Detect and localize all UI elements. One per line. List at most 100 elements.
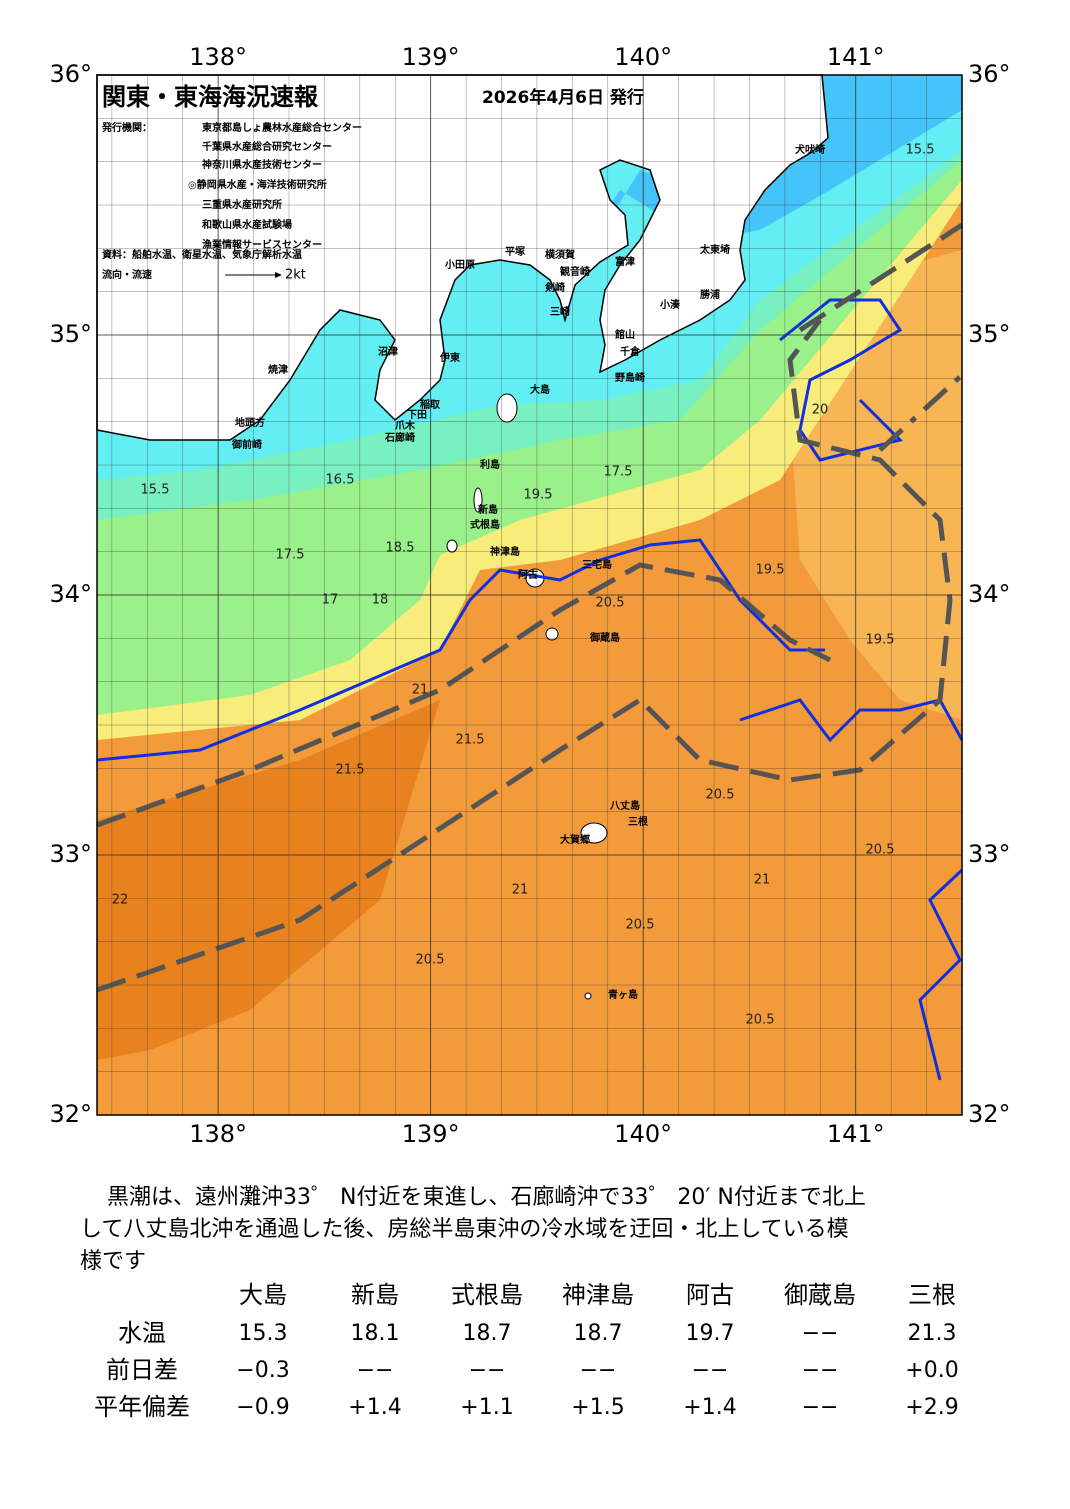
agency-label: 発行機関： [101,121,152,134]
header: 関東・東海海況速報 2026年4月6日 発行 発行機関： 東京都島しょ農林水産総… [101,83,644,283]
place-label: 富津 [615,255,635,268]
island [473,487,483,513]
place-label: 剣崎 [544,281,565,294]
agency: 東京都島しょ農林水産総合センター [202,121,362,134]
cell: −0.3 [236,1358,289,1383]
lon-tick-label: 138° [189,43,247,71]
contour-label: 20.5 [626,918,655,933]
cell: −− [469,1358,506,1383]
contour-label: 20.5 [706,788,735,803]
place-label: 沼津 [378,345,398,358]
place-label: 御前崎 [231,438,262,451]
island [545,627,559,641]
description-line: 黒潮は、遠州灘沖33゜ N付近を東進し、石廊崎沖で33゜ 20′ N付近まで北上 [85,1185,866,1210]
cell: −− [802,1321,839,1346]
lon-tick-label: 140° [614,43,672,71]
kuroshio-path [798,222,964,333]
place-label: 爪木 [395,419,416,432]
contour-label: 21.5 [456,733,485,748]
island [580,822,608,844]
row-label: 水温 [118,1319,166,1347]
cell: +2.9 [905,1395,958,1420]
lat-tick-label: 36° [49,60,92,88]
agency: ◎静岡県水産・海洋技術研究所 [188,178,327,191]
kuroshio-path [878,373,964,452]
place-label: 新島 [478,503,498,516]
column-header: 神津島 [562,1281,634,1309]
contour-label: 22 [112,893,129,908]
place-label: 館山 [614,328,635,341]
legend-arrow-head [275,272,282,278]
contour-label: 20.5 [866,843,895,858]
column-header: 三根 [908,1281,956,1309]
date: 2026年4月6日 発行 [482,87,644,108]
contour-label: 21 [512,883,529,898]
cell: 21.3 [908,1321,957,1346]
contour-label: 19.5 [524,488,553,503]
row-label: 前日差 [106,1356,178,1384]
place-label: 青ヶ島 [608,988,638,1001]
contour-label: 18 [372,593,389,608]
column-header: 阿古 [686,1281,734,1309]
contour-label: 20.5 [746,1013,775,1028]
kuroshio-path [96,318,953,993]
contour-label: 15.5 [141,483,170,498]
cell: +1.5 [571,1395,624,1420]
contour-label: 15.5 [906,143,935,158]
lon-tick-label: 138° [189,1120,247,1148]
lat-tick-label: 35° [49,320,92,348]
place-label: 千倉 [620,345,641,358]
island [584,992,592,1000]
place-label: 横須賀 [545,248,575,261]
column-header: 新島 [351,1281,399,1309]
place-label: 阿古 [518,568,538,581]
cell: +0.0 [905,1358,958,1383]
contour-label: 17.5 [276,548,305,563]
contour-label: 17.5 [604,465,633,480]
description-line: して八丈島北沖を通過した後、房総半島東沖の冷水域を迂回・北上している模 [80,1217,849,1242]
lat-tick-label: 32° [968,1100,1011,1128]
lat-tick-label: 33° [968,840,1011,868]
agency: 漁業情報サービスセンター [202,238,322,251]
cell: −− [357,1358,394,1383]
cell: 18.7 [463,1321,512,1346]
place-label: 観音崎 [560,265,590,278]
cell: 15.3 [239,1321,288,1346]
column-header: 御蔵島 [784,1281,856,1309]
contour-label: 20 [812,403,829,418]
kuroshio-path [96,562,832,828]
island [496,393,518,423]
lat-tick-label: 36° [968,60,1011,88]
cell: −− [802,1395,839,1420]
contour-label: 16.5 [326,473,355,488]
place-label: 地頭方 [235,416,265,429]
place-label: 三宅島 [582,558,612,571]
lat-tick-label: 35° [968,320,1011,348]
land [96,74,829,441]
contour-labels: 15.5 15.5 16.5 17 17.5 17.5 18 18.5 19.5 19.5 20 20… [112,143,935,1028]
front-line [779,298,903,462]
lat-tick-label: 34° [968,580,1011,608]
place-label: 三根 [628,815,648,828]
place-label: 小湊 [659,298,681,311]
cell: +1.4 [683,1395,736,1420]
grid [97,74,962,1116]
column-header: 式根島 [451,1281,523,1309]
place-label: 御蔵島 [589,631,620,644]
title: 関東・東海海況速報 [102,83,319,111]
contour-label: 21 [412,683,429,698]
cell: −− [802,1358,839,1383]
column-header: 大島 [239,1281,287,1309]
place-label: 下田 [407,409,427,421]
contour-label: 21 [754,873,771,888]
place-label: 太東埼 [699,243,730,256]
cell: −− [692,1358,729,1383]
place-label: 平塚 [505,245,525,258]
lon-tick-label: 140° [614,1120,672,1148]
place-label: 犬吠埼 [795,143,825,156]
place-label: 伊東 [439,351,460,364]
contour-label: 21.5 [336,763,365,778]
